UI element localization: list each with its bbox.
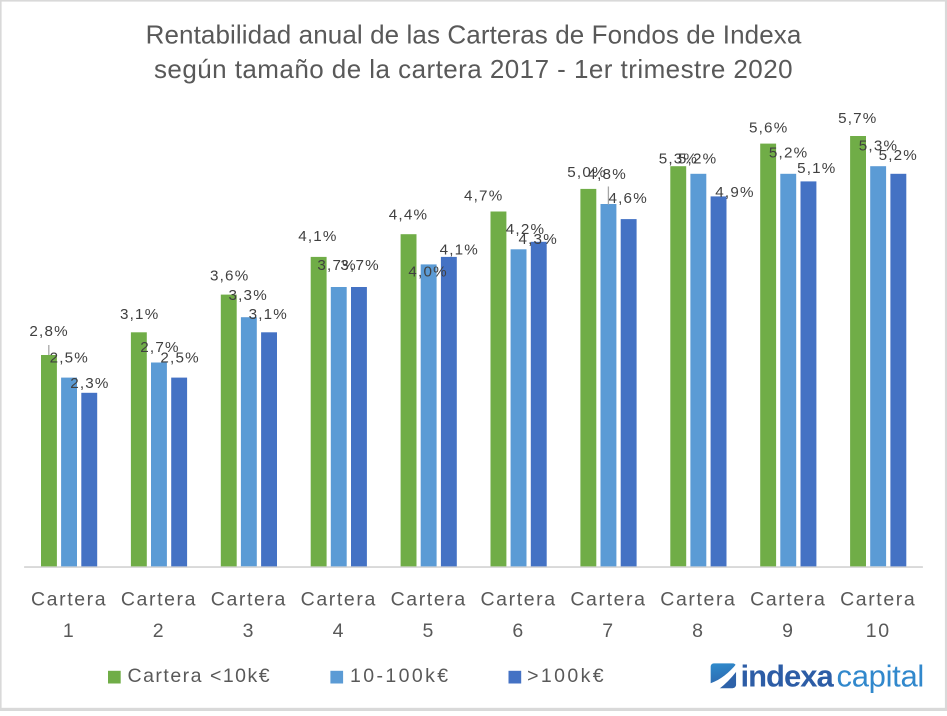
svg-text:Cartera: Cartera: [480, 589, 556, 611]
svg-text:4,8%: 4,8%: [587, 166, 626, 183]
svg-text:2,5%: 2,5%: [50, 350, 89, 367]
svg-text:Cartera: Cartera: [31, 589, 107, 611]
svg-text:Cartera: Cartera: [570, 589, 646, 611]
svg-text:3,7%: 3,7%: [317, 257, 356, 274]
svg-text:Cartera: Cartera: [660, 589, 736, 611]
svg-text:Cartera: Cartera: [840, 589, 916, 611]
svg-text:5,0%: 5,0%: [567, 164, 606, 181]
svg-text:5,3%: 5,3%: [859, 138, 898, 155]
svg-text:10-100k€: 10-100k€: [350, 665, 451, 687]
svg-text:9: 9: [782, 620, 794, 642]
svg-text:2,5%: 2,5%: [160, 350, 199, 367]
svg-text:10: 10: [866, 620, 891, 642]
svg-text:4: 4: [333, 620, 345, 642]
svg-text:5,7%: 5,7%: [838, 110, 877, 127]
svg-text:4,7%: 4,7%: [464, 187, 503, 204]
svg-text:capital: capital: [837, 659, 925, 694]
svg-text:3: 3: [243, 620, 255, 642]
svg-text:2,3%: 2,3%: [70, 375, 109, 392]
svg-text:2,7%: 2,7%: [140, 339, 179, 356]
svg-text:indexa: indexa: [741, 659, 835, 694]
svg-text:4,9%: 4,9%: [715, 184, 754, 201]
svg-text:5,1%: 5,1%: [797, 160, 836, 177]
svg-text:4,1%: 4,1%: [298, 228, 337, 245]
svg-text:Cartera: Cartera: [121, 589, 197, 611]
svg-text:3,3%: 3,3%: [228, 287, 267, 304]
svg-text:4,4%: 4,4%: [389, 207, 428, 224]
svg-text:Cartera <10k€: Cartera <10k€: [128, 665, 272, 687]
svg-text:5,2%: 5,2%: [769, 144, 808, 161]
svg-text:6: 6: [512, 620, 524, 642]
svg-text:5,3%: 5,3%: [659, 151, 698, 168]
svg-text:3,6%: 3,6%: [210, 268, 249, 285]
svg-text:Cartera: Cartera: [391, 589, 467, 611]
svg-text:3,1%: 3,1%: [120, 306, 159, 323]
svg-text:4,0%: 4,0%: [408, 264, 447, 281]
svg-text:4,2%: 4,2%: [506, 221, 545, 238]
svg-text:4,1%: 4,1%: [440, 242, 479, 259]
svg-text:Rentabilidad anual de las Cart: Rentabilidad anual de las Carteras de Fo…: [146, 20, 802, 50]
svg-text:según tamaño de la cartera 201: según tamaño de la cartera 2017 - 1er tr…: [154, 54, 793, 84]
svg-text:4,6%: 4,6%: [608, 190, 647, 207]
svg-text:4,3%: 4,3%: [518, 231, 557, 248]
svg-text:2,8%: 2,8%: [29, 323, 68, 340]
svg-text:>100k€: >100k€: [527, 665, 606, 687]
svg-text:8: 8: [692, 620, 704, 642]
svg-text:5,6%: 5,6%: [749, 120, 788, 137]
svg-text:5,2%: 5,2%: [879, 147, 918, 164]
svg-text:3,7%: 3,7%: [340, 257, 379, 274]
svg-text:1: 1: [63, 620, 75, 642]
svg-text:2: 2: [153, 620, 165, 642]
svg-text:5: 5: [422, 620, 434, 642]
svg-text:3,1%: 3,1%: [249, 306, 288, 323]
svg-text:Cartera: Cartera: [750, 589, 826, 611]
svg-text:7: 7: [602, 620, 614, 642]
svg-text:Cartera: Cartera: [211, 589, 287, 611]
svg-text:Cartera: Cartera: [301, 589, 377, 611]
svg-text:5,2%: 5,2%: [678, 151, 717, 168]
